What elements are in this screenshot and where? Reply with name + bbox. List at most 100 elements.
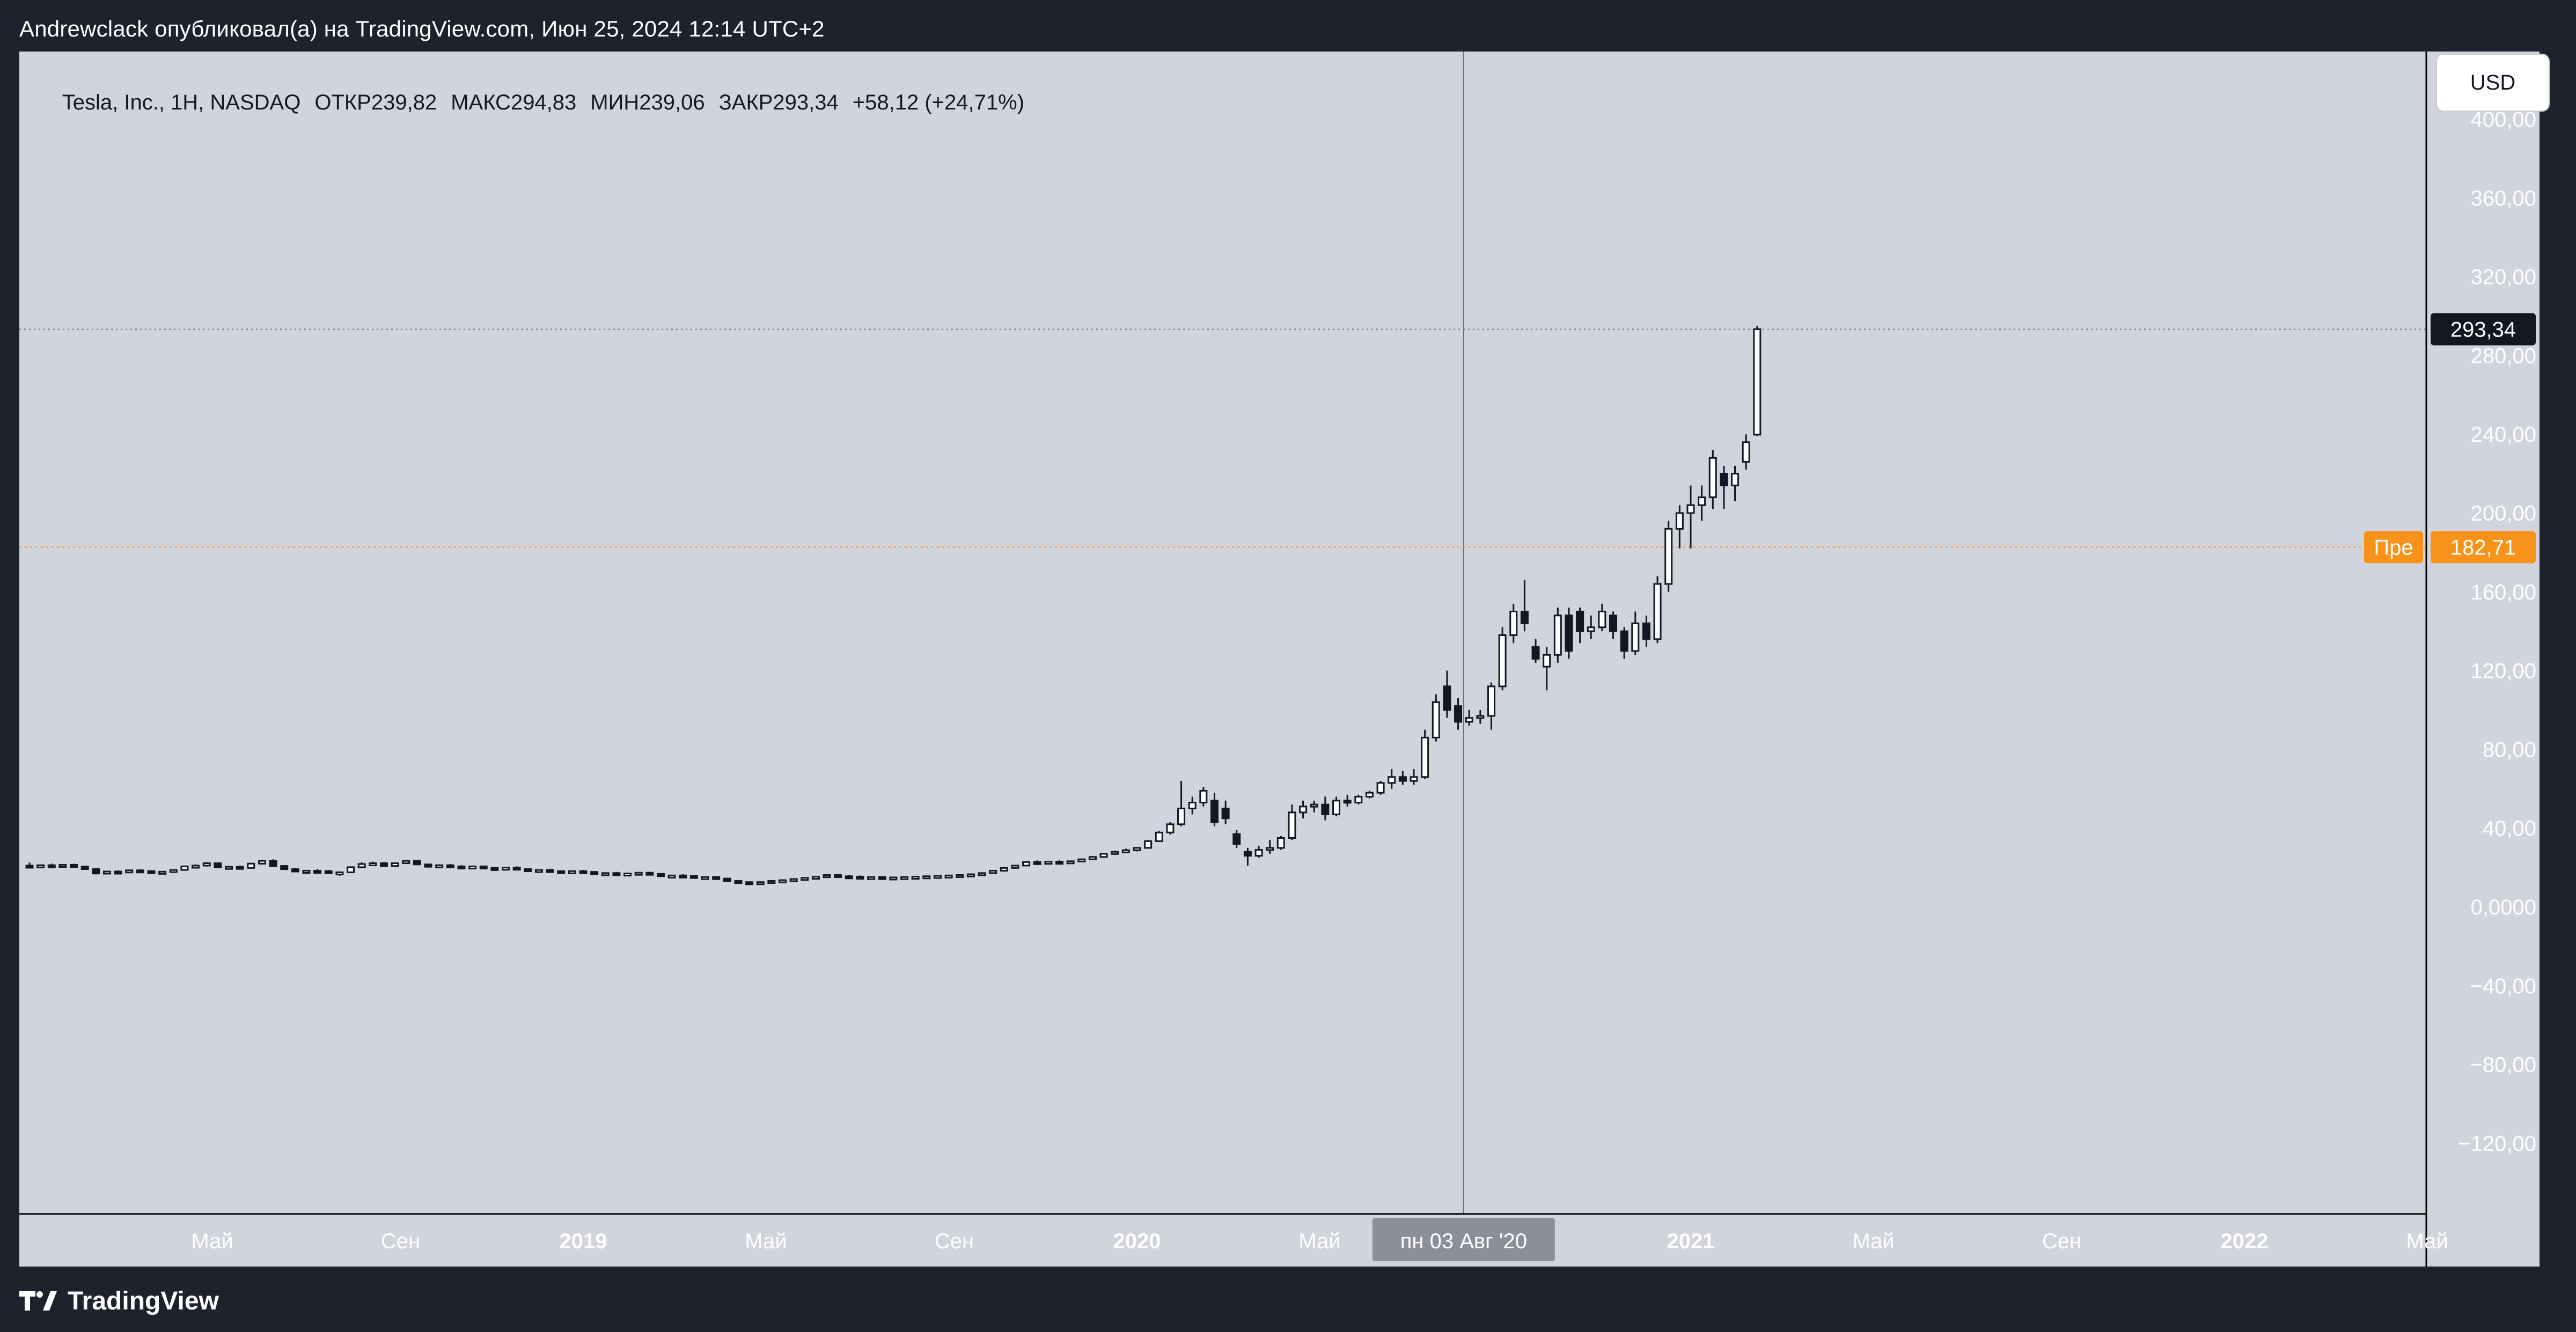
candle-body [1011, 865, 1019, 869]
candle-body [402, 860, 410, 865]
candle-body [36, 864, 45, 868]
candle-body [645, 872, 654, 876]
candle-body [1509, 611, 1518, 636]
candle-body [1553, 614, 1562, 656]
time-axis[interactable]: Май Сен 2019 Май Сен 2020 Май 2021 Май Сен 2022 Май [191, 1229, 2448, 1253]
candle-body [1044, 861, 1053, 865]
candle-body [734, 880, 743, 884]
candle-body [1410, 776, 1418, 782]
candle-body [557, 870, 566, 874]
candle-body [1642, 623, 1650, 640]
price-tick-label: 120,00 [2471, 660, 2536, 683]
candle-body [534, 869, 543, 873]
candle-body [214, 862, 222, 868]
candle-body [280, 865, 289, 870]
pre-market-price-label: 182,71 [2450, 536, 2516, 559]
candle-body [490, 867, 499, 871]
tradingview-branding[interactable]: TradingView [19, 1279, 219, 1322]
candle-body [1498, 634, 1507, 687]
candle-body [1698, 496, 1706, 506]
candle-body [1055, 861, 1064, 865]
candle-body [114, 870, 122, 875]
candle-body [1332, 800, 1341, 816]
candle-body [47, 864, 56, 868]
candle-body [413, 860, 421, 866]
candle-body [1609, 614, 1618, 632]
candle-body [956, 874, 964, 879]
candle-body [1565, 614, 1573, 652]
candle-body [1620, 630, 1628, 652]
candle-body [689, 875, 698, 879]
candle-body [1199, 789, 1208, 803]
candle-body [1354, 795, 1363, 803]
candle-body [92, 868, 100, 875]
candle-body [1000, 867, 1008, 872]
candle-body [978, 872, 986, 876]
candle-body [1454, 705, 1463, 723]
candle-body [291, 868, 299, 873]
tradingview-name: TradingView [68, 1286, 219, 1315]
symbol-legend[interactable]: Tesla, Inc., 1H, NASDAQ ОТКР239,82 МАКС294… [39, 67, 1038, 139]
candle-body [1066, 860, 1075, 865]
candle-body [1465, 717, 1473, 723]
candle-body [435, 864, 444, 868]
price-axis[interactable]: 400,00 360,00 320,00 280,00 240,00 200,00 160,… [2458, 108, 2536, 1155]
candle-body [1631, 623, 1640, 652]
candle-body [1022, 861, 1031, 867]
chart-panel[interactable] [19, 52, 2540, 1267]
price-tick-label: 40,00 [2483, 817, 2536, 840]
candle-body [302, 869, 311, 874]
candle-body [136, 869, 144, 874]
candle-body [789, 878, 798, 882]
candle-body [745, 881, 754, 885]
candle-body [933, 875, 942, 879]
legend-symbol: Tesla, Inc., 1H, NASDAQ [62, 91, 301, 114]
price-tick-label: −120,00 [2458, 1132, 2536, 1155]
candle-body [612, 872, 621, 876]
candle-body [701, 876, 709, 880]
candle-body [601, 872, 610, 876]
currency-button[interactable]: USD [2436, 54, 2550, 112]
candle-body [579, 870, 588, 874]
candle-body [1365, 792, 1374, 797]
time-tick-label: 2022 [2221, 1229, 2269, 1253]
candle-body [247, 862, 255, 869]
candle-body [1543, 654, 1551, 668]
time-tick-label: Май [191, 1229, 233, 1253]
candle-body [25, 865, 34, 869]
candle-body [823, 874, 831, 879]
candle-body [546, 869, 554, 873]
time-tick-label: Сен [381, 1229, 420, 1253]
legend-change: +58,12 (+24,71%) [852, 91, 1025, 114]
candle-body [1742, 441, 1750, 463]
candle-body [147, 870, 156, 874]
candle-body [479, 865, 488, 869]
time-tick-label: Май [745, 1229, 787, 1253]
candle-body [446, 864, 454, 868]
candle-body [1321, 803, 1330, 816]
candle-body [1254, 849, 1263, 857]
publication-info: Andrewclack опубликовал(а) на TradingVie… [19, 16, 825, 41]
candle-body [756, 881, 765, 885]
candle-body [1587, 626, 1595, 632]
legend-close: ЗАКР293,34 [718, 91, 839, 114]
price-tick-label: 360,00 [2471, 187, 2536, 210]
candle-body [70, 863, 78, 868]
candle-body [1276, 837, 1285, 849]
candle-body [1111, 851, 1119, 855]
candle-body [202, 862, 211, 867]
candle-body [1398, 776, 1407, 782]
candle-body [1388, 776, 1396, 784]
candles-group [25, 326, 1762, 885]
time-tick-label: 2021 [1667, 1229, 1715, 1253]
candle-body [590, 871, 599, 875]
candle-body [1288, 811, 1296, 839]
candle-body [834, 874, 842, 879]
price-tick-label: −80,00 [2470, 1053, 2536, 1077]
time-tick-label: Май [2406, 1229, 2448, 1253]
price-tick-label: 0,0000 [2471, 896, 2536, 919]
candle-body [1476, 715, 1485, 719]
candle-body [1121, 849, 1130, 853]
